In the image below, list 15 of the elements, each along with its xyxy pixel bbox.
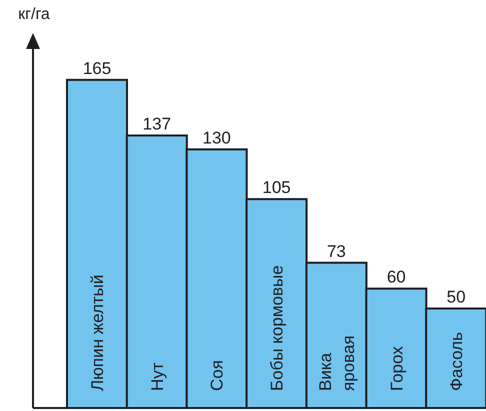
x-tick-label: Нут xyxy=(147,362,166,391)
x-tick-label: Люпин желтый xyxy=(88,274,106,391)
data-label: 137 xyxy=(142,114,172,134)
x-tick-label: Бобы кормовые xyxy=(267,265,286,391)
x-tick-label: Вика яровая xyxy=(315,335,358,391)
data-label: 130 xyxy=(202,128,231,148)
data-label: 73 xyxy=(326,242,346,261)
data-label: 165 xyxy=(82,58,112,78)
data-label: 60 xyxy=(386,268,406,287)
data-label: 50 xyxy=(446,288,466,307)
x-tick-label: Фасоль xyxy=(446,332,466,391)
x-tick-label: Соя xyxy=(207,360,226,391)
data-label: 105 xyxy=(262,178,291,198)
y-axis-title: кг/га xyxy=(17,6,51,24)
x-tick-label: Горох xyxy=(386,346,406,391)
